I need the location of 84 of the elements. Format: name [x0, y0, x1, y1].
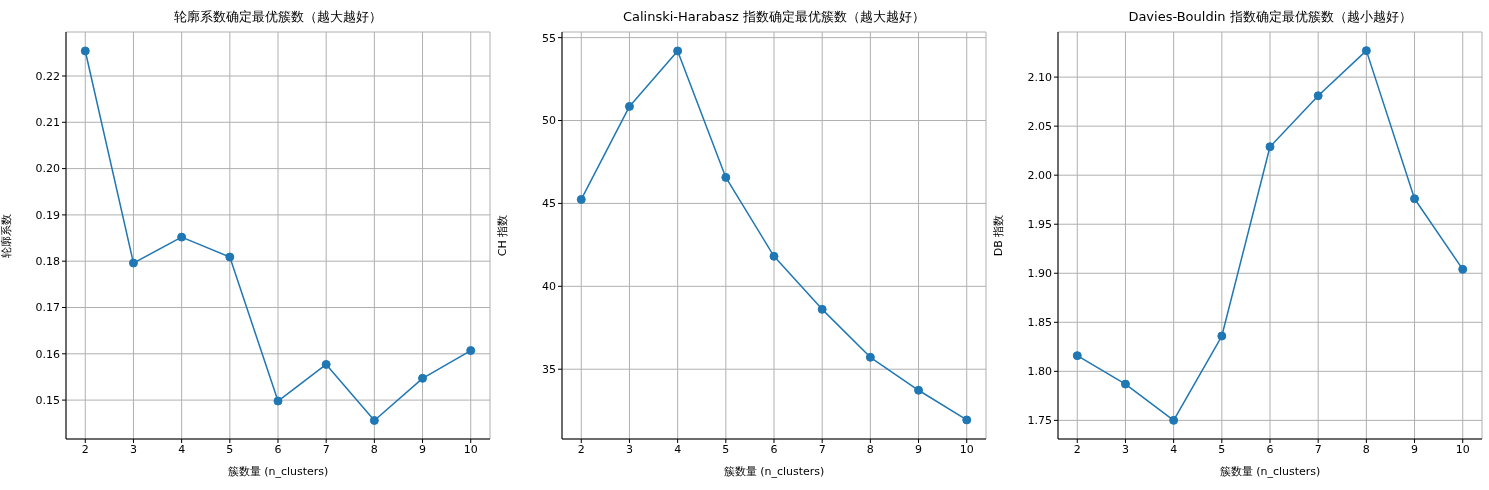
point [576, 194, 586, 204]
x-tick-label: 3 [129, 442, 137, 456]
y-tick-label: 0.17 [35, 301, 60, 315]
x-tick-label: 10 [1455, 442, 1470, 456]
x-tick-label: 8 [1362, 442, 1370, 456]
point [177, 232, 187, 242]
y-tick-label: 2.05 [1027, 120, 1052, 134]
x-tick-label: 6 [274, 442, 282, 456]
x-tick-label: 4 [674, 442, 682, 456]
y-tick-label: 1.85 [1027, 316, 1052, 330]
y-tick-label: 0.18 [35, 255, 60, 269]
x-tick-label: 7 [322, 442, 330, 456]
point [418, 373, 428, 383]
x-tick-label: 2 [577, 442, 585, 456]
y-tick-label: 50 [542, 114, 556, 128]
point [769, 251, 779, 261]
point [466, 346, 476, 356]
point [865, 352, 875, 362]
x-tick-label: 5 [722, 442, 730, 456]
x-tick-label: 9 [915, 442, 923, 456]
point [128, 258, 138, 268]
point [817, 304, 827, 314]
x-tick-label: 7 [1314, 442, 1322, 456]
x-tick-label: 6 [1266, 442, 1274, 456]
point [80, 46, 90, 56]
y-tick-label: 35 [542, 363, 556, 377]
point [273, 396, 283, 406]
y-axis-title: 轮廓系数 [0, 213, 13, 258]
point [673, 46, 683, 56]
point [962, 415, 972, 425]
point [1169, 415, 1179, 425]
point [1410, 194, 1420, 204]
x-tick-label: 5 [226, 442, 234, 456]
y-tick-label: 0.22 [35, 69, 60, 83]
chart-title: Davies-Bouldin 指数确定最优簇数（越小越好） [1127, 8, 1413, 26]
y-tick-label: 0.20 [35, 162, 60, 176]
x-tick-label: 8 [370, 442, 378, 456]
x-axis-title: 簇数量 (n_clusters) [227, 465, 329, 478]
y-tick-label: 1.90 [1027, 267, 1052, 281]
y-axis-title: DB 指数 [991, 214, 1005, 257]
point [369, 415, 379, 425]
y-tick-label: 1.95 [1027, 218, 1052, 232]
point [225, 252, 235, 262]
x-tick-label: 10 [959, 442, 974, 456]
point [1361, 46, 1371, 56]
x-tick-label: 5 [1218, 442, 1226, 456]
x-tick-label: 2 [81, 442, 89, 456]
y-tick-label: 0.19 [35, 208, 60, 222]
y-tick-label: 40 [542, 280, 556, 294]
y-tick-label: 1.80 [1027, 365, 1052, 379]
y-tick-label: 1.75 [1027, 414, 1052, 428]
x-tick-label: 4 [1170, 442, 1178, 456]
point [321, 359, 331, 369]
x-tick-label: 2 [1073, 442, 1081, 456]
x-axis-title: 簇数量 (n_clusters) [1219, 465, 1321, 478]
point [1217, 331, 1227, 341]
point [1458, 264, 1468, 274]
x-tick-label: 3 [625, 442, 633, 456]
x-tick-label: 3 [1121, 442, 1129, 456]
x-tick-label: 9 [1411, 442, 1419, 456]
x-tick-label: 8 [866, 442, 874, 456]
y-tick-label: 2.00 [1027, 169, 1052, 183]
x-tick-label: 4 [178, 442, 186, 456]
point [1120, 379, 1130, 389]
point [721, 172, 731, 182]
y-tick-label: 0.16 [35, 347, 60, 361]
y-tick-label: 45 [542, 197, 556, 211]
x-tick-label: 9 [419, 442, 427, 456]
chart-title: Calinski-Harabasz 指数确定最优簇数（越大越好） [621, 8, 927, 26]
point [1072, 351, 1082, 361]
point [1265, 142, 1275, 152]
x-tick-label: 10 [463, 442, 478, 456]
point [1313, 91, 1323, 101]
y-axis-title: CH 指数 [495, 214, 509, 257]
x-axis-title: 簇数量 (n_clusters) [723, 465, 825, 478]
y-tick-label: 55 [542, 31, 556, 45]
y-tick-label: 0.21 [35, 116, 60, 130]
y-tick-label: 2.10 [1027, 71, 1052, 85]
y-tick-label: 0.15 [35, 394, 60, 408]
chart-title: 轮廓系数确定最优簇数（越大越好） [173, 8, 383, 26]
x-tick-label: 7 [818, 442, 826, 456]
point [624, 101, 634, 111]
point [914, 385, 924, 395]
x-tick-label: 6 [770, 442, 778, 456]
